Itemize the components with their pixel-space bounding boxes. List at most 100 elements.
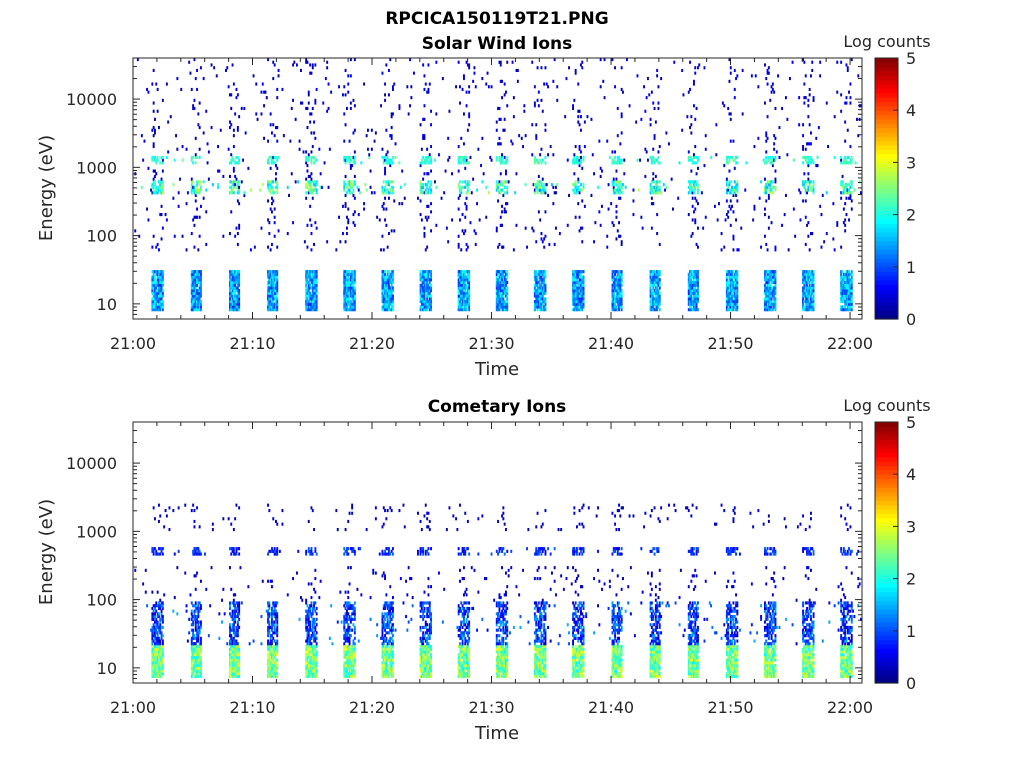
heatmap-cell [161,280,164,285]
heatmap-cell [540,289,543,293]
heatmap-cell [227,147,230,151]
heatmap-cell [194,161,197,165]
heatmap-cell [727,308,730,312]
heatmap-cell [229,161,231,165]
heatmap-cell [158,280,160,285]
heatmap-cell [353,183,356,187]
heatmap-cell [844,286,847,290]
heatmap-cell [620,280,623,285]
heatmap-cell [506,60,509,64]
heatmap-cell [426,270,429,274]
heatmap-cell [243,106,246,111]
heatmap-cell [419,213,422,217]
heatmap-cell [498,278,501,282]
heatmap-cell [464,166,467,170]
heatmap-cell [460,286,463,290]
heatmap-cell [616,185,619,189]
heatmap-cell [498,300,501,304]
heatmap-cell [448,109,451,113]
heatmap-cell [693,308,695,312]
heatmap-cell [540,280,543,285]
heatmap-cell [197,664,200,668]
heatmap-cell [424,300,427,304]
heatmap-cell [614,161,617,165]
heatmap-cell [850,300,853,304]
heatmap-cell [656,191,659,195]
heatmap-cell [156,666,159,670]
heatmap-cell [152,188,155,192]
heatmap-cell [313,283,316,287]
heatmap-cell [533,85,536,89]
heatmap-cell [540,294,543,298]
heatmap-cell [612,275,615,279]
heatmap-cell [619,191,622,195]
heatmap-cell [267,185,270,189]
heatmap-cell [155,188,158,192]
heatmap-cell [424,308,427,312]
heatmap-cell [614,280,617,285]
heatmap-cell [495,297,498,301]
heatmap-cell [344,278,347,282]
heatmap-cell [426,286,429,290]
heatmap-cell [309,308,312,312]
heatmap-cell [194,666,197,670]
heatmap-cell [198,549,201,553]
heatmap-cell [343,297,346,301]
heatmap-cell [657,294,660,298]
heatmap-cell [464,215,467,219]
heatmap-cell [547,153,550,157]
heatmap-cell [654,297,657,301]
heatmap-cell [582,302,585,306]
heatmap-cell [342,93,344,97]
heatmap-cell [844,289,847,293]
heatmap-cell [438,153,440,157]
heatmap-cell [845,280,848,285]
heatmap-cell [158,248,160,252]
heatmap-cell [306,302,309,306]
heatmap-cell [177,204,180,208]
heatmap-cell [694,302,697,306]
heatmap-cell [313,305,316,309]
heatmap-cell [535,297,538,301]
colorbar-swatch [875,118,898,124]
heatmap-cell [151,628,154,632]
x-tick-label: 22:00 [827,334,873,353]
heatmap-cell [198,552,201,556]
heatmap-cell [235,180,238,184]
heatmap-cell [849,294,852,298]
heatmap-cell [344,123,347,127]
heatmap-cell [163,525,166,529]
heatmap-cell [158,628,160,632]
heatmap-cell [160,666,163,670]
heatmap-cell [841,289,844,293]
heatmap-cell [457,242,460,247]
heatmap-cell [649,188,652,192]
heatmap-cell [616,180,619,184]
heatmap-cell [849,193,852,198]
heatmap-cell [728,283,731,287]
heatmap-cell [232,145,235,149]
heatmap-cell [501,158,504,162]
heatmap-cell [842,286,845,290]
heatmap-cell [152,634,155,638]
heatmap-cell [543,82,546,86]
heatmap-cell [200,270,202,274]
heatmap-cell [461,180,464,184]
heatmap-cell [385,278,388,282]
heatmap-cell [192,623,195,627]
heatmap-cell [468,294,471,298]
heatmap-cell [154,606,156,611]
heatmap-cell [650,308,653,312]
heatmap-cell [543,278,546,282]
heatmap-cell [268,221,271,225]
heatmap-cell [806,142,809,146]
heatmap-cell [276,158,279,162]
heatmap-cell [771,289,774,293]
heatmap-cell [816,155,819,160]
heatmap-cell [363,82,366,86]
heatmap-cell [190,302,193,306]
heatmap-cell [635,120,638,124]
heatmap-cell [732,158,735,162]
heatmap-cell [352,193,355,198]
heatmap-cell [691,286,694,290]
